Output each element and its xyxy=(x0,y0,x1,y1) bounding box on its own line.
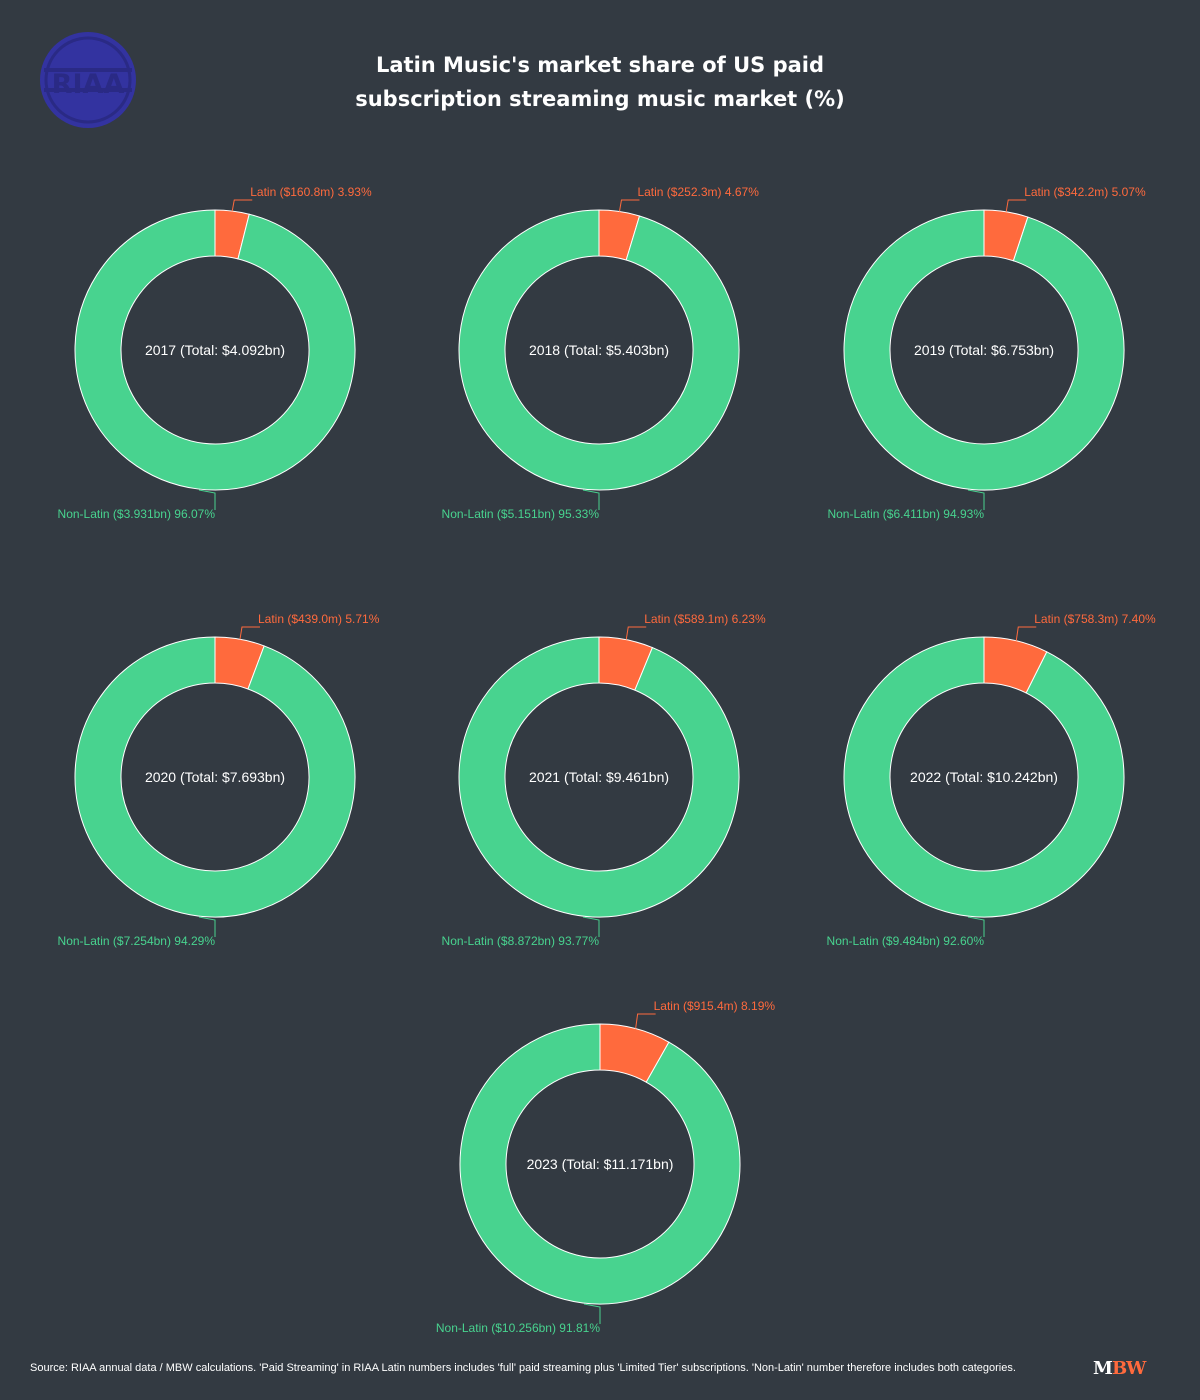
non-latin-label: Non-Latin ($9.484bn) 92.60% xyxy=(827,934,985,948)
latin-leader-line xyxy=(1015,626,1037,641)
center-label: 2017 (Total: $4.092bn) xyxy=(145,342,285,358)
latin-label: Latin ($252.3m) 4.67% xyxy=(637,185,759,199)
donut-chart: 2021 (Total: $9.461bn) Latin ($589.1m) 6.… xyxy=(442,612,766,948)
non-latin-slice xyxy=(74,636,356,918)
mbw-logo: MBW xyxy=(1093,1358,1146,1379)
latin-label: Latin ($342.2m) 5.07% xyxy=(1024,185,1146,199)
latin-leader-line xyxy=(618,199,640,212)
donut-chart: 2022 (Total: $10.242bn) Latin ($758.3m) 7… xyxy=(827,612,1156,948)
logo-text: RIAA xyxy=(52,69,125,100)
latin-leader-line xyxy=(625,626,647,640)
non-latin-leader-line xyxy=(582,916,600,937)
latin-leader-line xyxy=(231,199,253,212)
latin-leader-line xyxy=(239,626,260,640)
center-label: 2019 (Total: $6.753bn) xyxy=(914,342,1054,358)
center-label: 2020 (Total: $7.693bn) xyxy=(145,769,285,785)
non-latin-label: Non-Latin ($8.872bn) 93.77% xyxy=(442,934,600,948)
center-label: 2018 (Total: $5.403bn) xyxy=(529,342,669,358)
non-latin-label: Non-Latin ($5.151bn) 95.33% xyxy=(442,507,600,521)
latin-leader-line xyxy=(635,1013,656,1029)
center-label: 2023 (Total: $11.171bn) xyxy=(527,1156,674,1172)
non-latin-slice xyxy=(843,636,1125,918)
non-latin-leader-line xyxy=(198,916,216,937)
latin-label: Latin ($160.8m) 3.93% xyxy=(250,185,372,199)
non-latin-slice xyxy=(74,209,356,491)
donut-chart: 2020 (Total: $7.693bn) Latin ($439.0m) 5.… xyxy=(58,612,380,948)
center-label: 2021 (Total: $9.461bn) xyxy=(529,769,669,785)
non-latin-leader-line xyxy=(582,489,600,510)
riaa-logo: RIAA xyxy=(40,32,136,128)
donut-chart: 2018 (Total: $5.403bn) Latin ($252.3m) 4.… xyxy=(442,185,760,521)
chart-title: Latin Music's market share of US paid su… xyxy=(250,48,950,116)
non-latin-leader-line xyxy=(967,916,985,937)
latin-label: Latin ($439.0m) 5.71% xyxy=(258,612,380,626)
source-note: Source: RIAA annual data / MBW calculati… xyxy=(30,1362,1016,1374)
center-label: 2022 (Total: $10.242bn) xyxy=(910,769,1058,785)
title-line-1: Latin Music's market share of US paid xyxy=(375,53,824,77)
latin-label: Latin ($915.4m) 8.19% xyxy=(654,999,776,1013)
non-latin-label: Non-Latin ($10.256bn) 91.81% xyxy=(436,1321,600,1335)
latin-label: Latin ($589.1m) 6.23% xyxy=(644,612,766,626)
non-latin-slice xyxy=(458,636,740,918)
non-latin-label: Non-Latin ($3.931bn) 96.07% xyxy=(58,507,216,521)
non-latin-slice xyxy=(458,209,740,491)
brand-bw: BW xyxy=(1111,1358,1146,1379)
non-latin-label: Non-Latin ($6.411bn) 94.93% xyxy=(827,507,984,521)
non-latin-slice xyxy=(843,209,1125,491)
latin-label: Latin ($758.3m) 7.40% xyxy=(1034,612,1156,626)
non-latin-leader-line xyxy=(198,489,216,510)
non-latin-leader-line xyxy=(583,1303,601,1324)
brand-m: M xyxy=(1093,1358,1113,1379)
non-latin-slice xyxy=(459,1023,741,1305)
latin-leader-line xyxy=(1005,199,1027,212)
donut-chart: 2017 (Total: $4.092bn) Latin ($160.8m) 3.… xyxy=(58,185,372,521)
non-latin-label: Non-Latin ($7.254bn) 94.29% xyxy=(58,934,216,948)
donut-chart: 2019 (Total: $6.753bn) Latin ($342.2m) 5.… xyxy=(827,185,1146,521)
donut-chart: 2023 (Total: $11.171bn) Latin ($915.4m) 8… xyxy=(436,999,775,1335)
title-line-2: subscription streaming music market (%) xyxy=(355,87,845,111)
non-latin-leader-line xyxy=(967,489,985,510)
